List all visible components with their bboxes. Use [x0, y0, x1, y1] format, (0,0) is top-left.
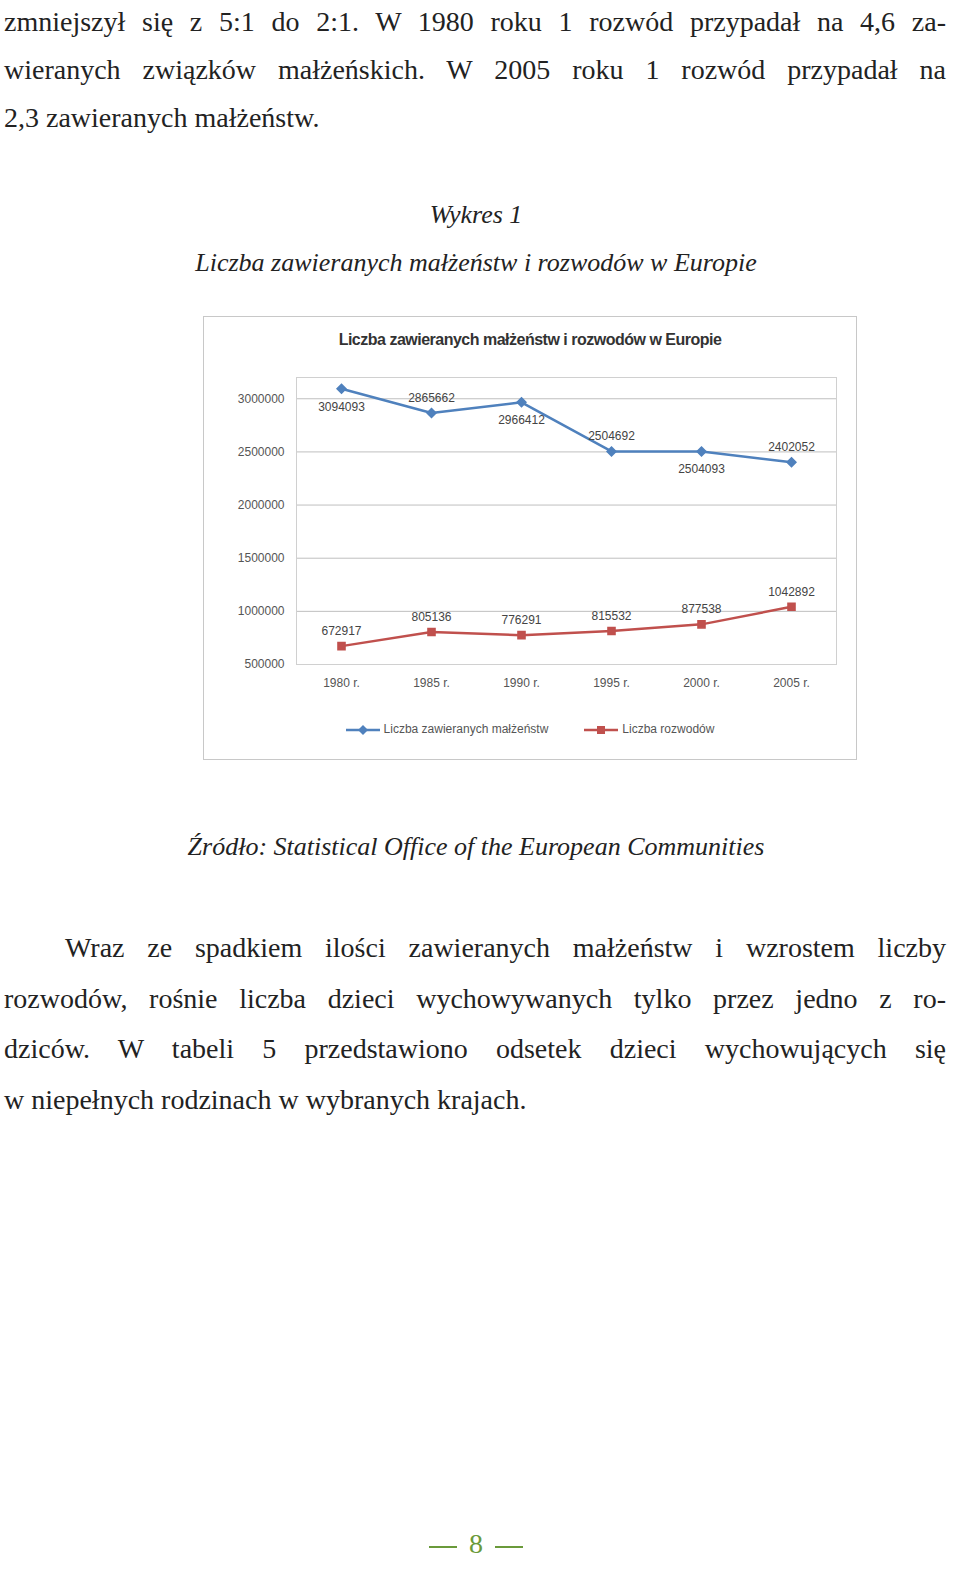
svg-text:2000000: 2000000 [238, 498, 285, 512]
svg-text:2504692: 2504692 [588, 429, 635, 443]
html-text:dziców. W tabeli 5 przedstawio: dziców. W tabeli 5 przedstawiono odsetek… [4, 1033, 946, 1064]
svg-text:815532: 815532 [591, 609, 631, 623]
svg-text:2402052: 2402052 [768, 440, 815, 454]
svg-text:1042892: 1042892 [768, 585, 815, 599]
svg-text:2500000: 2500000 [238, 445, 285, 459]
svg-text:2000 r.: 2000 r. [683, 676, 720, 690]
svg-text:672917: 672917 [321, 624, 361, 638]
svg-text:500000: 500000 [244, 657, 284, 671]
svg-text:3000000: 3000000 [238, 392, 285, 406]
svg-text:2865662: 2865662 [408, 391, 455, 405]
svg-text:877538: 877538 [681, 602, 721, 616]
svg-text:776291: 776291 [501, 613, 541, 627]
svg-text:805136: 805136 [411, 610, 451, 624]
html-text:Wykres 1: Wykres 1 [429, 200, 523, 229]
svg-text:2504093: 2504093 [678, 462, 725, 476]
svg-text:1985 r.: 1985 r. [413, 676, 450, 690]
svg-text:1500000: 1500000 [238, 551, 285, 565]
svg-text:3094093: 3094093 [318, 400, 365, 414]
svg-text:2005 r.: 2005 r. [773, 676, 810, 690]
html-text:8: 8 [469, 1528, 483, 1559]
html-text:zmniejszył się z 5:1 do 2:1. W: zmniejszył się z 5:1 do 2:1. W 1980 roku… [4, 6, 946, 37]
html-text:Liczba rozwodów: Liczba rozwodów [622, 721, 715, 736]
svg-text:1980 r.: 1980 r. [323, 676, 360, 690]
html-text:wieranych związków małżeńskich: wieranych związków małżeńskich. W 2005 r… [4, 54, 946, 85]
html-text:w niepełnych rodzinach w wybra: w niepełnych rodzinach w wybranych kraja… [4, 1084, 527, 1115]
svg-text:1990 r.: 1990 r. [503, 676, 540, 690]
svg-text:1000000: 1000000 [238, 604, 285, 618]
html-text:Źródło: Statistical Office of: Źródło: Statistical Office of the Europe… [187, 832, 765, 861]
html-text:Liczba zawieranych małżeństw i: Liczba zawieranych małżeństw i rozwodów … [195, 248, 757, 277]
html-text:rozwodów, rośnie liczba dzieci: rozwodów, rośnie liczba dzieci wychowywa… [4, 983, 946, 1014]
html-text:Liczba zawieranych małżeństw: Liczba zawieranych małżeństw [383, 721, 549, 736]
html-text:2,3 zawieranych małżeństw.: 2,3 zawieranych małżeństw. [4, 102, 320, 133]
html-text:Wraz ze spadkiem ilości zawier: Wraz ze spadkiem ilości zawieranych małż… [65, 932, 946, 963]
svg-text:1995 r.: 1995 r. [593, 676, 630, 690]
html-text:Liczba zawieranych małżeństw i: Liczba zawieranych małżeństw i rozwodów … [338, 331, 722, 348]
svg-text:2966412: 2966412 [498, 413, 545, 427]
